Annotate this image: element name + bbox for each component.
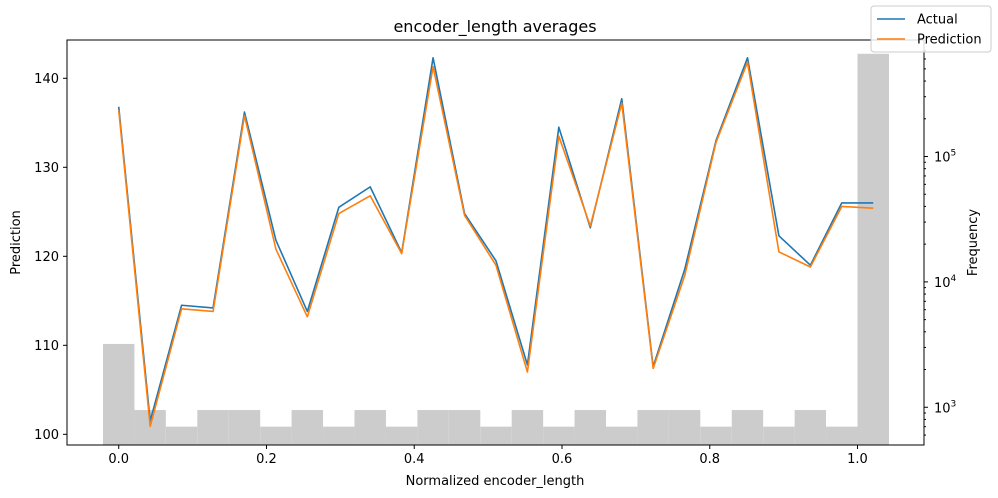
- y2-tick-label: 103: [934, 399, 956, 416]
- series-lines: [117, 56, 874, 428]
- x-tick-label: 0.8: [699, 452, 720, 467]
- y-tick-label: 110: [34, 339, 59, 354]
- histogram-bar: [228, 410, 261, 445]
- histogram-bar: [417, 410, 449, 445]
- histogram-bar: [291, 410, 324, 445]
- y-axis-right: 103 104 105: [924, 42, 957, 436]
- histogram-bar: [480, 426, 512, 445]
- histogram-bars: [102, 53, 889, 446]
- histogram-bar: [794, 410, 827, 445]
- x-axis-label: Normalized encoder_length: [406, 474, 585, 489]
- histogram-bar: [323, 426, 355, 445]
- x-tick-label: 0.4: [404, 452, 425, 467]
- histogram-bar: [826, 426, 858, 445]
- histogram-bar: [606, 426, 638, 445]
- x-tick-label: 0.0: [108, 452, 129, 467]
- histogram-bar: [165, 426, 198, 445]
- histogram-bar: [354, 410, 386, 445]
- legend: Actual Prediction: [870, 5, 992, 53]
- chart-title: encoder_length averages: [393, 17, 596, 37]
- y2-tick-exponent: 4: [951, 274, 957, 284]
- legend-label-prediction: Prediction: [917, 33, 982, 48]
- histogram-bar: [574, 410, 607, 445]
- histogram-bar: [700, 426, 732, 445]
- histogram-bar: [637, 410, 669, 445]
- histogram-bar: [731, 410, 764, 445]
- x-axis: 0.0 0.2 0.4 0.6 0.8 1.0: [108, 445, 868, 467]
- x-tick-label: 0.2: [256, 452, 277, 467]
- histogram-bar: [102, 343, 135, 445]
- histogram-bar: [448, 410, 481, 445]
- plot-frame: [66, 39, 925, 446]
- y-axis-label: Prediction: [9, 210, 24, 275]
- x-tick-label: 0.6: [552, 452, 573, 467]
- legend-box: [870, 5, 992, 53]
- series-line-prediction: [117, 61, 874, 428]
- histogram-bar: [385, 426, 418, 445]
- y2-tick-label: 105: [934, 149, 956, 166]
- y-tick-label: 130: [34, 161, 59, 176]
- histogram-bar: [543, 426, 575, 445]
- y-tick-label: 120: [34, 250, 59, 265]
- histogram-bar: [857, 53, 889, 446]
- histogram-bar: [668, 410, 701, 445]
- y-tick-label: 100: [34, 428, 59, 443]
- legend-label-actual: Actual: [917, 13, 958, 28]
- y2-axis-label: Frequency: [966, 209, 981, 276]
- x-tick-label: 1.0: [847, 452, 868, 467]
- series-line-actual: [117, 56, 874, 422]
- histogram-bar: [197, 410, 229, 445]
- y2-tick-label: 104: [934, 274, 957, 291]
- y-tick-label: 140: [34, 72, 59, 87]
- y2-tick-exponent: 3: [951, 399, 957, 409]
- y2-tick-exponent: 5: [951, 149, 957, 159]
- y-axis-left: 100 110 120 130 140: [34, 72, 67, 443]
- histogram-bar: [763, 426, 795, 445]
- histogram-bar: [260, 426, 292, 445]
- histogram-bar: [511, 410, 544, 445]
